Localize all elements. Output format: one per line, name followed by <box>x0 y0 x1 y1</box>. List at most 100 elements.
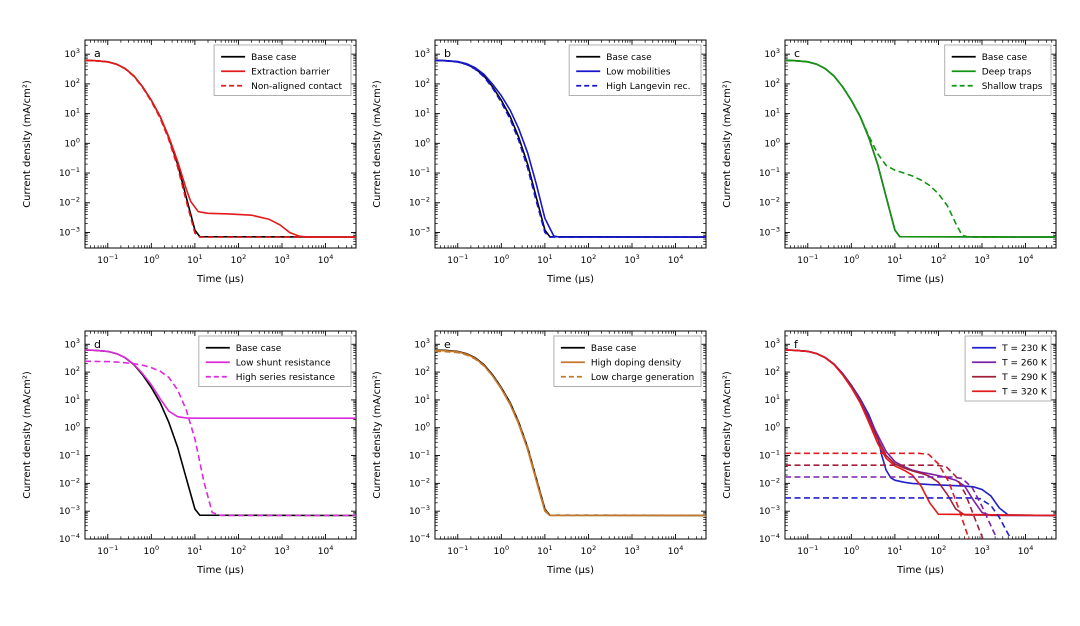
y-tick-label: 103 <box>64 47 80 60</box>
x-tick-label: 104 <box>318 544 334 557</box>
legend-label: Extraction barrier <box>251 67 330 77</box>
y-tick-label: 10−2 <box>759 476 780 489</box>
x-tick-label: 10−1 <box>797 544 818 557</box>
legend-label: Base case <box>982 53 1028 63</box>
panel-d-plot: 10−1 100 101 102 103 104 10−4 10−3 10−2 10−1 100 10… <box>22 330 357 576</box>
x-tick-label: 104 <box>668 253 684 266</box>
x-tick-label: 10−1 <box>447 544 468 557</box>
series-line-dashed-7 <box>785 452 970 539</box>
legend-box <box>553 335 702 387</box>
y-tick-label: 100 <box>764 136 780 149</box>
legend-label: T = 290 K <box>1001 373 1048 383</box>
legend-label: Shallow traps <box>982 82 1043 92</box>
y-tick-label: 101 <box>64 393 80 406</box>
series-line-non-aligned-contact <box>85 59 356 238</box>
legend-label: Low charge generation <box>591 373 694 383</box>
panel-letter: b <box>444 47 451 60</box>
y-tick-label: 10−2 <box>409 196 430 209</box>
y-tick-label: 100 <box>414 136 430 149</box>
series-line-high-series-resistance <box>85 360 356 517</box>
y-tick-label: 102 <box>764 77 780 90</box>
panel-letter: d <box>94 338 101 351</box>
x-tick-label: 102 <box>231 544 247 557</box>
y-tick-label: 101 <box>64 107 80 120</box>
y-tick-label: 10−2 <box>759 196 780 209</box>
legend-label: Base case <box>591 344 637 354</box>
x-tick-label: 101 <box>187 544 203 557</box>
series-line-high-langevin-rec- <box>435 59 706 238</box>
legend-label: T = 260 K <box>1001 358 1048 368</box>
y-tick-label: 100 <box>764 421 780 434</box>
series-line-dashed-4 <box>785 497 1013 539</box>
x-axis-label: Time (μs) <box>196 274 244 285</box>
figure-row-bottom: 10−1 100 101 102 103 104 10−4 10−3 10−2 10−1 100 10… <box>15 317 1065 602</box>
y-tick-label: 10−3 <box>759 225 780 238</box>
y-tick-label: 101 <box>414 393 430 406</box>
legend-label: Deep traps <box>982 67 1032 77</box>
series-line-shallow-traps <box>785 59 1056 238</box>
x-axis-label: Time (μs) <box>896 274 944 285</box>
y-axis-label: Current density (mA/cm²) <box>722 80 733 208</box>
x-tick-label: 103 <box>624 253 640 266</box>
legend-box <box>944 44 1052 96</box>
x-tick-label: 103 <box>974 253 990 266</box>
x-tick-label: 101 <box>187 253 203 266</box>
y-tick-label: 100 <box>64 136 80 149</box>
y-tick-label: 10−4 <box>409 532 430 545</box>
x-axis-label: Time (μs) <box>546 565 594 576</box>
x-tick-label: 104 <box>1018 253 1034 266</box>
y-axis-label: Current density (mA/cm²) <box>22 80 33 208</box>
y-tick-label: 102 <box>414 77 430 90</box>
y-tick-label: 10−2 <box>59 196 80 209</box>
x-axis-label: Time (μs) <box>896 565 944 576</box>
series-line-low-charge-generation <box>435 350 706 517</box>
y-tick-label: 10−3 <box>409 225 430 238</box>
y-tick-label: 102 <box>64 365 80 378</box>
panel-letter: e <box>444 338 451 351</box>
y-tick-label: 102 <box>64 77 80 90</box>
panel-b-plot: 10−1 100 101 102 103 104 10−3 10−2 10−1 100 101 102… <box>372 39 707 285</box>
legend-box <box>568 44 702 96</box>
series-line-t-320-k <box>785 349 1056 517</box>
y-tick-label: 10−1 <box>59 166 80 179</box>
y-tick-label: 10−1 <box>759 448 780 461</box>
x-tick-label: 103 <box>274 253 290 266</box>
legend-label: Low mobilities <box>606 67 671 77</box>
x-tick-label: 100 <box>494 544 510 557</box>
legend-label: T = 320 K <box>1001 387 1048 397</box>
legend-label: Base case <box>236 344 282 354</box>
y-tick-label: 10−2 <box>59 476 80 489</box>
x-tick-label: 103 <box>274 544 290 557</box>
y-axis-label: Current density (mA/cm²) <box>722 371 733 499</box>
series-line-low-mobilities <box>435 59 706 238</box>
y-tick-label: 100 <box>414 421 430 434</box>
panel-f-plot: 10−1 100 101 102 103 104 10−4 10−3 10−2 10−1 100 10… <box>722 330 1057 576</box>
y-tick-label: 103 <box>64 337 80 350</box>
y-tick-label: 103 <box>764 337 780 350</box>
panel-e-plot: 10−1 100 101 102 103 104 10−4 10−3 10−2 10−1 100 10… <box>372 330 707 576</box>
x-tick-label: 100 <box>144 544 160 557</box>
x-tick-label: 101 <box>537 253 553 266</box>
y-tick-label: 100 <box>64 421 80 434</box>
y-axis-label: Current density (mA/cm²) <box>22 371 33 499</box>
y-tick-label: 10−4 <box>59 532 80 545</box>
y-tick-label: 10−4 <box>759 532 780 545</box>
legend-label: High series resistance <box>236 373 336 383</box>
x-tick-label: 104 <box>1018 544 1034 557</box>
x-tick-label: 101 <box>887 544 903 557</box>
panel-letter: f <box>794 338 799 351</box>
panel-letter: c <box>794 47 800 60</box>
legend-label: Base case <box>251 53 297 63</box>
series-line-deep-traps <box>785 59 1056 238</box>
x-tick-label: 102 <box>581 253 597 266</box>
series-line-dashed-5 <box>785 476 999 539</box>
y-tick-label: 10−3 <box>409 504 430 517</box>
legend-box <box>213 44 352 96</box>
legend-label: High doping density <box>591 358 682 368</box>
y-tick-label: 10−1 <box>409 166 430 179</box>
y-tick-label: 103 <box>764 47 780 60</box>
x-tick-label: 101 <box>887 253 903 266</box>
y-tick-label: 10−3 <box>759 504 780 517</box>
legend-box <box>198 335 352 387</box>
